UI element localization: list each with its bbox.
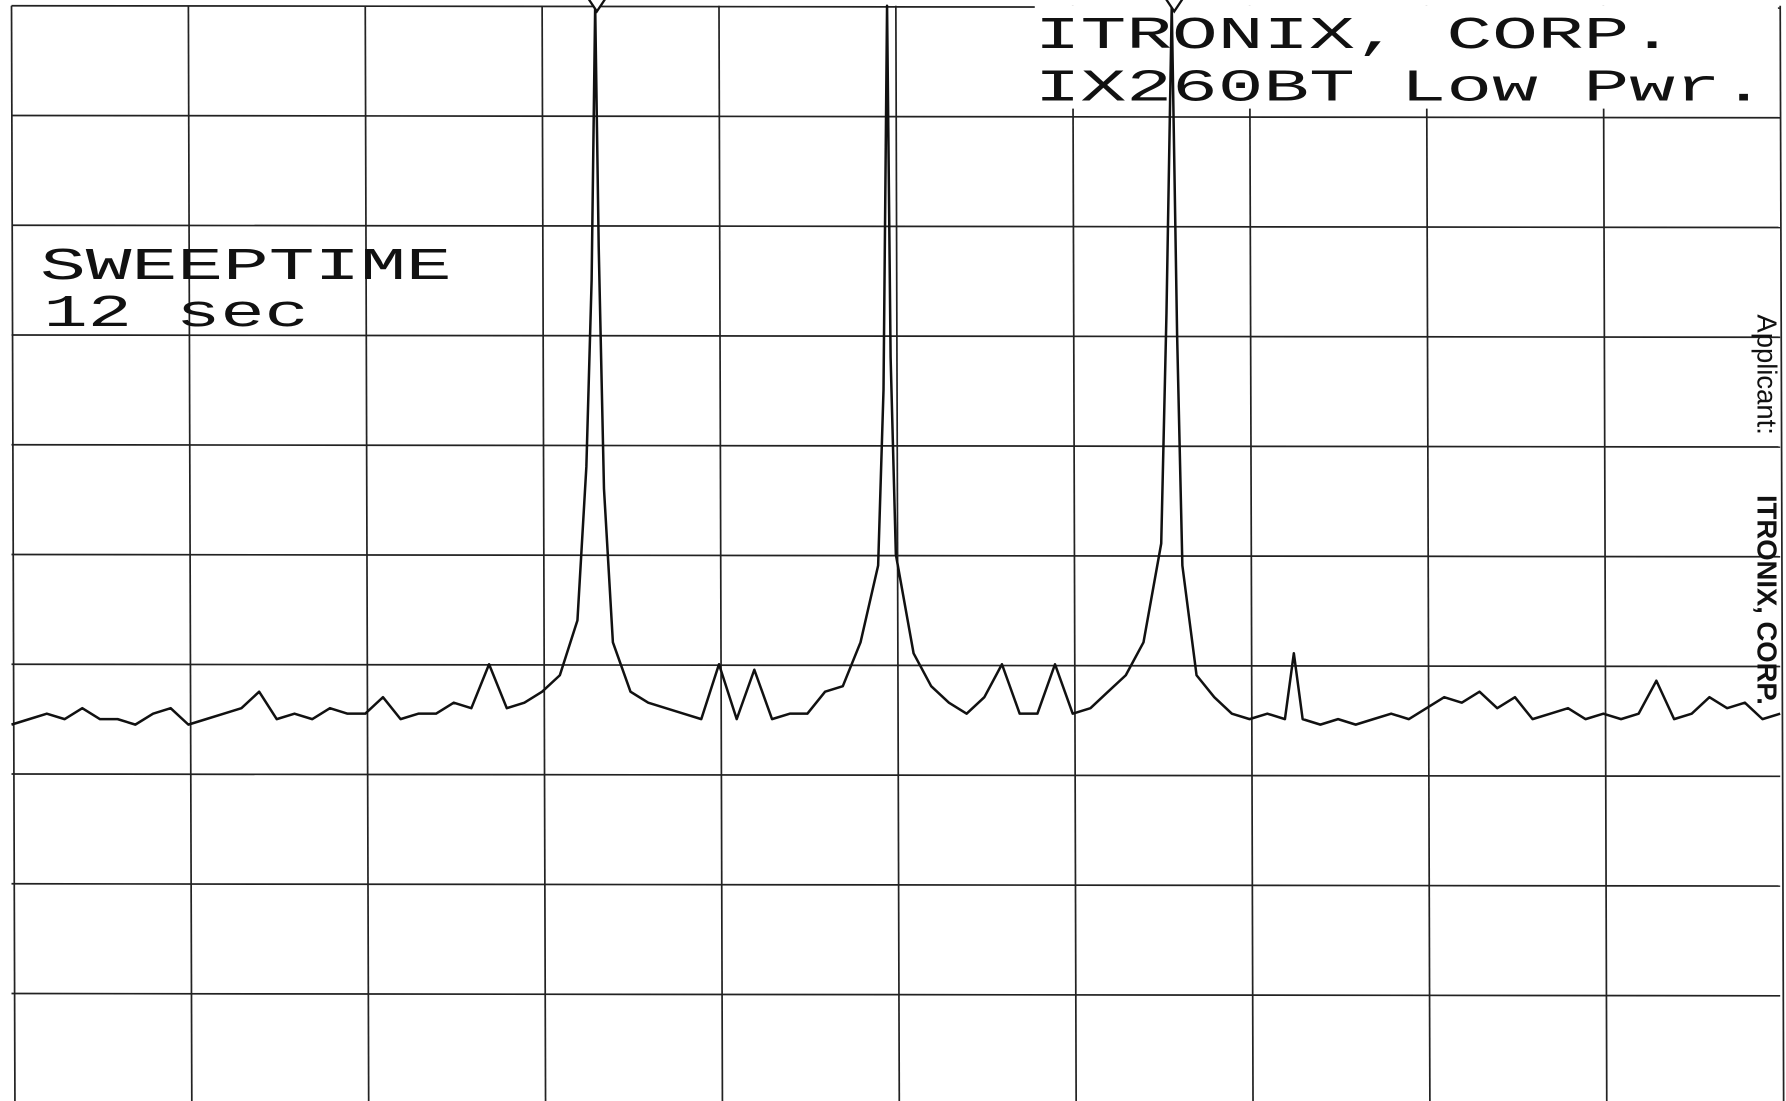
grid-line — [11, 992, 1781, 997]
side-note: Applicant: ITRONIX, CORP. — [1751, 314, 1782, 704]
graticule — [10, 4, 1785, 1101]
grid-line — [1425, 5, 1431, 1101]
grid-line — [895, 5, 901, 1101]
grid-line — [11, 882, 1781, 887]
annotation: IX260BT Low Pwr. — [1035, 63, 1767, 115]
grid-line — [718, 5, 724, 1101]
grid-line — [1248, 5, 1254, 1101]
grid-line — [11, 443, 1781, 448]
annotation: 12 sec — [44, 288, 309, 340]
grid-line — [1071, 5, 1078, 1101]
label-box — [1034, 5, 1778, 109]
side-name: ITRONIX, CORP. — [1751, 495, 1782, 705]
grid-line — [11, 334, 1781, 339]
grid-line — [11, 663, 1781, 668]
annotation: ITRONIX, CORP. — [1035, 10, 1675, 62]
grid-line — [1602, 5, 1608, 1101]
grid-line — [11, 773, 1781, 778]
marker — [587, 0, 1184, 14]
side-label: Applicant: — [1751, 314, 1782, 434]
annotation: SWEEPTIME — [40, 241, 452, 293]
grid-line — [1779, 5, 1785, 1101]
trace — [11, 4, 1781, 726]
